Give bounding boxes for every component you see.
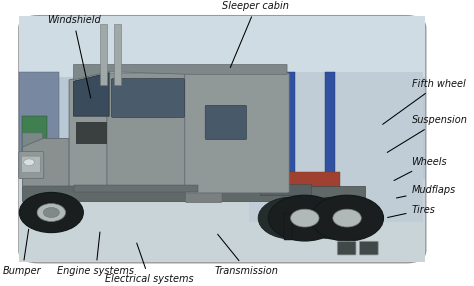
Polygon shape — [73, 73, 109, 116]
FancyBboxPatch shape — [337, 241, 356, 255]
Text: Tires: Tires — [388, 205, 436, 218]
FancyBboxPatch shape — [111, 78, 185, 118]
Text: Sleeper cabin: Sleeper cabin — [222, 1, 289, 67]
Text: Windshield: Windshield — [46, 15, 100, 98]
Text: Wheels: Wheels — [394, 157, 447, 180]
FancyBboxPatch shape — [19, 152, 44, 178]
Text: Mudflaps: Mudflaps — [396, 185, 456, 198]
Bar — [100, 24, 107, 86]
Polygon shape — [69, 72, 109, 186]
Bar — [289, 200, 358, 211]
Bar — [19, 179, 425, 263]
Circle shape — [291, 209, 319, 227]
Text: Suspension: Suspension — [387, 115, 467, 152]
Circle shape — [37, 204, 65, 221]
Text: Fifth wheel: Fifth wheel — [383, 79, 465, 124]
Bar — [114, 24, 121, 86]
Circle shape — [19, 192, 83, 233]
Polygon shape — [22, 138, 69, 186]
Circle shape — [310, 195, 383, 241]
Bar — [285, 72, 294, 222]
Circle shape — [43, 207, 59, 218]
Bar — [19, 72, 59, 178]
Bar — [22, 186, 365, 201]
Bar — [325, 72, 335, 222]
Bar — [260, 184, 311, 195]
Bar — [73, 185, 198, 192]
FancyBboxPatch shape — [359, 241, 378, 255]
Bar — [249, 72, 423, 222]
Bar — [19, 16, 425, 263]
Polygon shape — [22, 133, 42, 147]
Text: Bumper: Bumper — [3, 229, 42, 275]
Polygon shape — [73, 65, 287, 80]
FancyBboxPatch shape — [19, 16, 426, 263]
Bar — [22, 116, 47, 166]
FancyBboxPatch shape — [21, 156, 40, 172]
Bar — [19, 16, 425, 77]
Bar — [284, 212, 292, 241]
Circle shape — [258, 197, 325, 239]
FancyBboxPatch shape — [185, 73, 289, 193]
Bar — [287, 172, 340, 200]
Circle shape — [268, 195, 341, 241]
FancyBboxPatch shape — [185, 182, 222, 202]
Circle shape — [301, 197, 367, 239]
Bar — [76, 122, 107, 144]
Text: Transmission: Transmission — [215, 234, 279, 275]
Circle shape — [24, 159, 35, 166]
Text: Engine systems: Engine systems — [57, 232, 134, 275]
Circle shape — [333, 209, 361, 227]
FancyBboxPatch shape — [205, 105, 246, 140]
Text: Electrical systems: Electrical systems — [105, 243, 193, 284]
FancyBboxPatch shape — [107, 73, 189, 187]
